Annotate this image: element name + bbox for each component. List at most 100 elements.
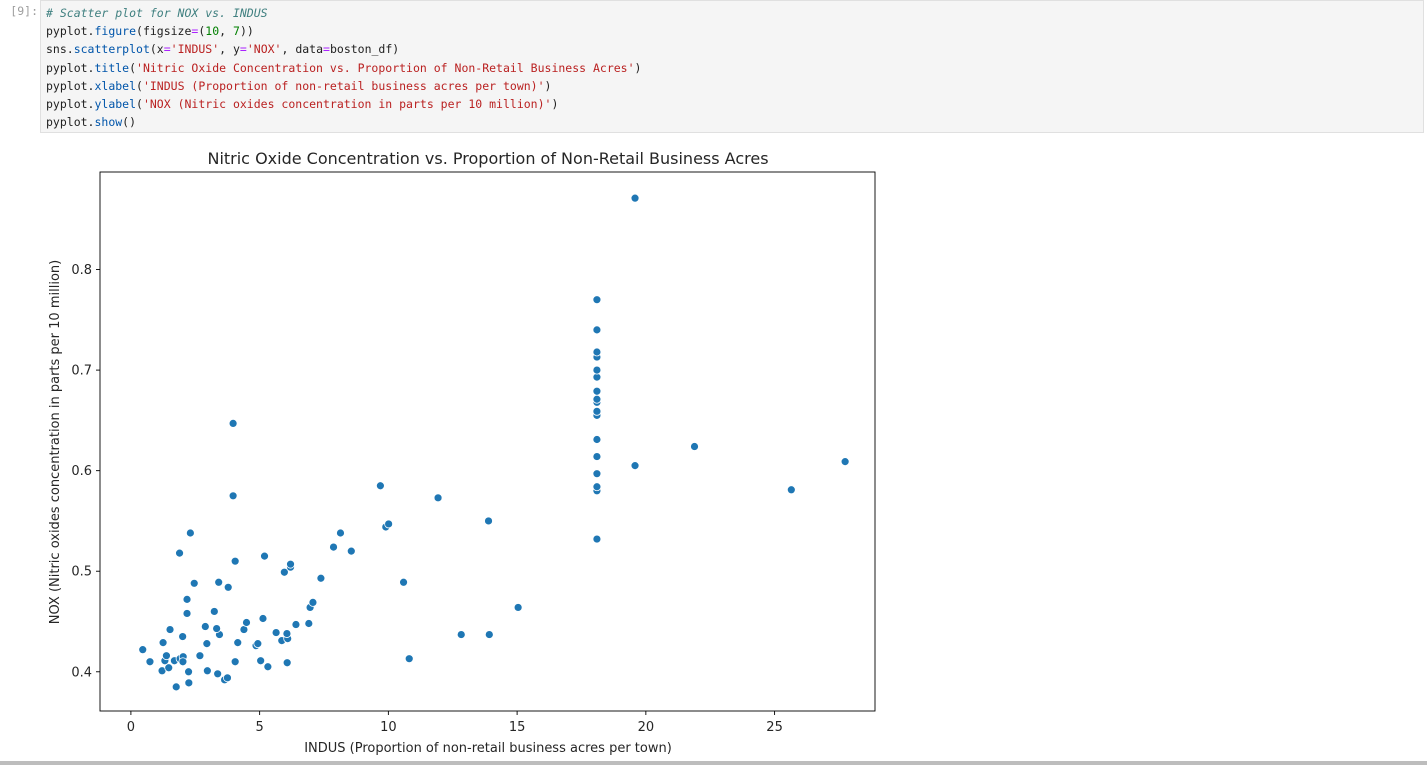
code-token: 'INDUS (Proportion of non-retail busines… — [142, 78, 545, 93]
data-point — [592, 452, 602, 461]
code-line: sns.scatterplot(x='INDUS', y='NOX', data… — [46, 40, 1418, 58]
data-point — [286, 559, 295, 569]
data-point — [592, 469, 602, 479]
data-point — [630, 461, 640, 471]
data-point — [233, 638, 243, 648]
code-token: = — [239, 42, 247, 57]
data-point — [212, 624, 222, 633]
x-tick-label: 5 — [255, 720, 263, 735]
code-token: pyplot. — [46, 115, 95, 130]
code-line: pyplot.xlabel('INDUS (Proportion of non-… — [46, 77, 1418, 95]
code-token: figure — [94, 24, 137, 39]
data-point — [162, 651, 171, 661]
data-point — [230, 556, 240, 566]
code-token: )) — [239, 24, 254, 39]
code-token: # Scatter plot for NOX vs. INDUS — [46, 6, 268, 20]
data-point — [786, 485, 796, 495]
data-point — [202, 639, 212, 649]
code-token: , — [219, 24, 233, 39]
data-point — [209, 607, 219, 616]
data-point — [214, 577, 224, 587]
data-point — [260, 551, 269, 561]
data-point — [592, 482, 602, 492]
code-token: boston_df) — [329, 42, 400, 57]
data-point — [258, 614, 268, 623]
x-tick-label: 0 — [127, 720, 135, 735]
code-token: title — [94, 60, 130, 75]
data-point — [178, 632, 188, 641]
data-point — [223, 673, 232, 683]
data-point — [456, 630, 466, 639]
y-tick-label: 0.8 — [71, 263, 92, 278]
data-point — [329, 542, 338, 552]
data-point — [513, 603, 523, 612]
code-token: 'NOX (Nitric oxides concentration in par… — [142, 97, 552, 112]
data-point — [223, 582, 233, 592]
code-token: = — [163, 42, 171, 57]
x-tick-label: 20 — [638, 720, 655, 735]
data-point — [346, 546, 356, 556]
y-tick-label: 0.7 — [71, 364, 92, 379]
data-point — [230, 657, 240, 667]
data-point — [308, 597, 318, 607]
data-point — [182, 609, 192, 618]
data-point — [158, 638, 168, 648]
data-point — [256, 656, 266, 666]
code-token: (figsize — [136, 24, 192, 39]
code-line: # Scatter plot for NOX vs. INDUS — [46, 4, 1418, 22]
code-token: ( — [129, 60, 137, 75]
data-point — [175, 548, 184, 558]
code-token: 'NOX' — [246, 42, 282, 57]
code-token: ) — [634, 60, 642, 75]
code-token: (x — [149, 42, 164, 57]
data-point — [189, 578, 199, 588]
notebook-cell[interactable]: [9]: # Scatter plot for NOX vs. INDUS pyp… — [0, 0, 1427, 135]
x-axis-label: INDUS (Proportion of non-retail business… — [304, 741, 672, 756]
code-token: pyplot. — [46, 78, 95, 93]
code-token: pyplot. — [46, 60, 95, 75]
data-point — [242, 618, 251, 627]
code-token: = — [323, 42, 330, 57]
data-point — [690, 442, 699, 451]
code-line: pyplot.show() — [46, 113, 1418, 131]
data-point — [200, 622, 210, 631]
code-token: scatterplot — [73, 42, 150, 57]
data-point — [185, 528, 195, 538]
data-point — [316, 573, 326, 583]
data-point — [228, 418, 238, 428]
data-point — [171, 682, 181, 692]
code-token: pyplot. — [46, 24, 95, 39]
data-point — [384, 519, 394, 529]
data-point — [178, 657, 188, 667]
data-point — [263, 662, 273, 672]
data-point — [592, 365, 602, 375]
data-point — [291, 620, 301, 629]
data-point — [195, 651, 205, 661]
code-token: ( — [198, 24, 206, 39]
y-axis-label: NOX (Nitric oxides concentration in part… — [48, 260, 63, 624]
code-token: ( — [136, 78, 143, 93]
data-point — [182, 594, 192, 604]
data-point — [304, 619, 314, 628]
data-point — [279, 567, 289, 577]
code-token: () — [122, 115, 137, 130]
data-point — [592, 394, 602, 404]
data-point — [253, 639, 263, 649]
y-tick-label: 0.5 — [71, 565, 92, 580]
plot-area: 0 5 10 15 20 25 0.4 0.5 0.6 0.7 0.8 — [71, 171, 876, 735]
data-point — [165, 625, 175, 634]
data-point — [840, 457, 850, 467]
code-token: 'INDUS' — [170, 42, 220, 57]
horizontal-scrollbar[interactable] — [0, 761, 1427, 765]
code-token: ( — [136, 97, 143, 112]
data-point — [592, 435, 602, 444]
data-point — [404, 654, 414, 664]
code-token: , y — [219, 42, 240, 57]
code-token: 10 — [205, 24, 220, 39]
code-editor[interactable]: # Scatter plot for NOX vs. INDUS pyplot.f… — [40, 0, 1424, 133]
code-line: pyplot.figure(figsize=(10, 7)) — [46, 22, 1418, 40]
y-tick-label: 0.6 — [71, 464, 92, 479]
data-point — [484, 630, 494, 639]
data-point — [433, 493, 443, 503]
data-point — [164, 663, 174, 673]
